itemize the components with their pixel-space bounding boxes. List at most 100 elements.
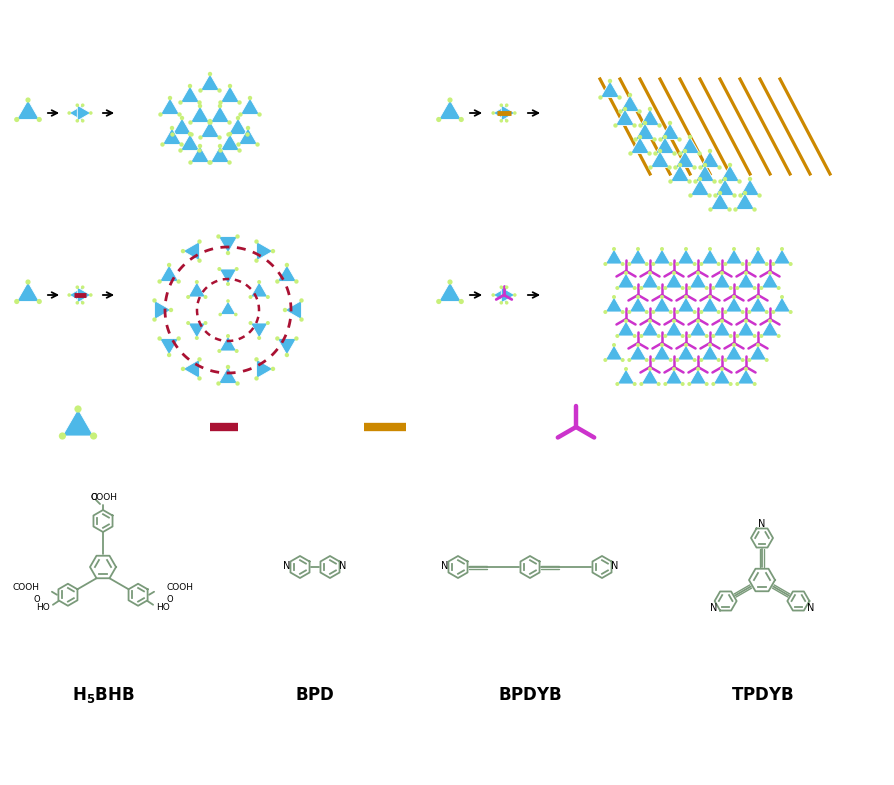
- Circle shape: [687, 334, 691, 338]
- Polygon shape: [665, 273, 683, 288]
- Circle shape: [619, 109, 623, 114]
- Circle shape: [208, 160, 213, 165]
- Circle shape: [188, 84, 192, 88]
- Circle shape: [633, 137, 637, 142]
- Circle shape: [723, 177, 727, 181]
- Circle shape: [673, 166, 678, 170]
- Circle shape: [180, 142, 184, 147]
- Circle shape: [639, 286, 644, 290]
- Circle shape: [693, 179, 697, 184]
- Circle shape: [500, 286, 503, 289]
- Circle shape: [653, 137, 657, 142]
- Circle shape: [628, 310, 631, 314]
- Circle shape: [652, 310, 655, 314]
- Polygon shape: [689, 369, 706, 384]
- Polygon shape: [701, 151, 720, 167]
- Circle shape: [633, 334, 637, 338]
- Circle shape: [636, 343, 640, 347]
- Circle shape: [633, 286, 637, 290]
- Polygon shape: [689, 321, 706, 336]
- Circle shape: [204, 295, 207, 299]
- Polygon shape: [618, 369, 635, 384]
- Polygon shape: [661, 123, 679, 140]
- Circle shape: [152, 298, 156, 303]
- Circle shape: [500, 104, 503, 107]
- Circle shape: [708, 149, 713, 153]
- Polygon shape: [738, 369, 755, 384]
- Text: COOH: COOH: [90, 494, 117, 502]
- Circle shape: [675, 358, 679, 362]
- Circle shape: [708, 295, 712, 299]
- Circle shape: [157, 336, 162, 341]
- Polygon shape: [641, 273, 659, 288]
- Circle shape: [707, 193, 712, 198]
- Circle shape: [662, 135, 667, 139]
- Circle shape: [678, 162, 682, 167]
- Polygon shape: [651, 151, 670, 167]
- Circle shape: [668, 121, 672, 125]
- Circle shape: [633, 382, 637, 386]
- Polygon shape: [680, 137, 699, 154]
- Circle shape: [283, 308, 287, 312]
- Circle shape: [275, 279, 280, 283]
- Circle shape: [218, 312, 222, 316]
- Circle shape: [204, 321, 207, 325]
- Circle shape: [738, 179, 742, 184]
- Text: N: N: [283, 561, 291, 571]
- Circle shape: [266, 295, 270, 299]
- Text: HO: HO: [156, 603, 170, 612]
- Text: N: N: [340, 561, 347, 571]
- Circle shape: [190, 133, 194, 137]
- Circle shape: [675, 262, 679, 266]
- Circle shape: [615, 382, 620, 386]
- Circle shape: [703, 162, 707, 167]
- Circle shape: [693, 358, 696, 362]
- Circle shape: [743, 191, 747, 195]
- Circle shape: [698, 166, 703, 170]
- Circle shape: [271, 249, 275, 254]
- Circle shape: [284, 263, 289, 267]
- Circle shape: [645, 262, 649, 266]
- Circle shape: [708, 207, 713, 212]
- Circle shape: [603, 310, 607, 314]
- Circle shape: [733, 207, 738, 212]
- Circle shape: [753, 207, 756, 212]
- Text: N: N: [442, 561, 449, 571]
- Polygon shape: [725, 249, 743, 264]
- Circle shape: [189, 120, 193, 125]
- Circle shape: [75, 119, 79, 122]
- Circle shape: [636, 247, 640, 251]
- Circle shape: [777, 334, 780, 338]
- Circle shape: [687, 382, 691, 386]
- Circle shape: [239, 112, 242, 117]
- Circle shape: [189, 160, 193, 165]
- Polygon shape: [200, 74, 220, 90]
- Polygon shape: [654, 249, 670, 264]
- Circle shape: [736, 382, 739, 386]
- Polygon shape: [749, 249, 767, 264]
- Polygon shape: [701, 249, 719, 264]
- Circle shape: [271, 367, 275, 371]
- Circle shape: [696, 367, 700, 371]
- Polygon shape: [493, 287, 507, 303]
- Polygon shape: [629, 297, 646, 312]
- Polygon shape: [636, 123, 654, 140]
- Circle shape: [228, 84, 232, 88]
- Circle shape: [657, 123, 662, 128]
- Circle shape: [759, 334, 763, 338]
- Polygon shape: [190, 146, 209, 162]
- Circle shape: [294, 336, 299, 341]
- Polygon shape: [629, 249, 646, 264]
- Circle shape: [235, 234, 240, 239]
- Polygon shape: [711, 193, 730, 210]
- Circle shape: [234, 312, 238, 316]
- Circle shape: [753, 382, 756, 386]
- Circle shape: [680, 382, 685, 386]
- Circle shape: [697, 152, 702, 155]
- Polygon shape: [605, 297, 622, 312]
- Circle shape: [226, 334, 230, 338]
- Circle shape: [654, 152, 658, 155]
- Circle shape: [624, 367, 628, 371]
- Circle shape: [699, 310, 704, 314]
- Circle shape: [744, 319, 748, 323]
